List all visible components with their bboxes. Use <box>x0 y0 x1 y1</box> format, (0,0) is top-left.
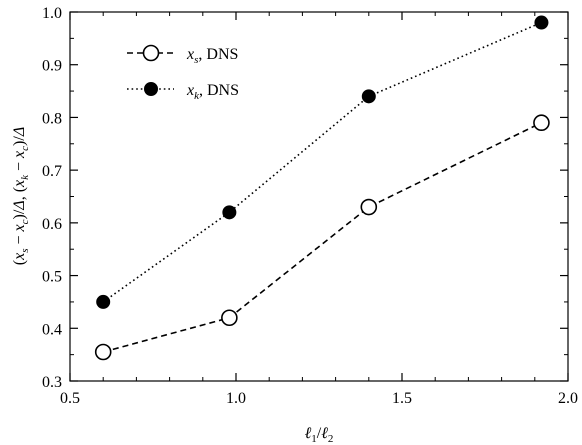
series-line-xk <box>102 21 542 303</box>
data-point-xk <box>534 15 549 30</box>
y-axis-label: (xs − xc)/Δ, (xk − xc)/Δ <box>11 127 31 265</box>
x-axis-label: ℓ1/ℓ2 <box>305 425 334 445</box>
axis-ticks <box>69 11 569 382</box>
y-tick-label: 0.5 <box>42 269 62 286</box>
data-point-xs <box>221 309 238 327</box>
y-tick-label: 0.6 <box>42 216 62 233</box>
x-tick-label: 2.0 <box>558 390 578 407</box>
x-tick-label: 0.5 <box>60 390 80 407</box>
series-layer <box>94 15 550 361</box>
data-point-xk <box>361 89 376 104</box>
legend-entry-xs: xs, DNS <box>127 44 238 66</box>
x-tick-label: 1.0 <box>226 390 246 407</box>
x-tick-label: 1.5 <box>392 390 412 407</box>
legend: xs, DNS xk, DNS <box>127 44 239 102</box>
data-point-xs <box>94 343 112 361</box>
svg-text:ℓ1/ℓ2: ℓ1/ℓ2 <box>305 425 334 445</box>
y-tick-label: 0.3 <box>42 374 62 391</box>
y-tick-label: 0.9 <box>42 58 62 75</box>
y-tick-label: 0.8 <box>42 110 62 127</box>
svg-text:(xs − xc)/Δ, (xk − xc)/Δ: (xs − xc)/Δ, (xk − xc)/Δ <box>11 127 31 265</box>
y-tick-label: 0.7 <box>42 163 62 180</box>
data-point-xs <box>533 114 550 131</box>
data-point-xk <box>96 294 111 309</box>
y-tick-label: 0.4 <box>42 321 62 338</box>
svg-text:xs, DNS: xs, DNS <box>186 46 238 66</box>
plot-frame <box>69 11 569 382</box>
legend-marker-xk <box>144 82 158 96</box>
svg-text:xk, DNS: xk, DNS <box>186 82 239 102</box>
data-point-xk <box>222 205 237 220</box>
data-point-xs <box>360 198 378 216</box>
y-tick-label: 1.0 <box>42 5 62 22</box>
series-line-xs <box>102 121 542 353</box>
legend-entry-xk: xk, DNS <box>127 82 239 102</box>
tick-labels: 0.5 1.0 1.5 2.0 0.3 0.4 0.5 0.6 0.7 0.8 0.9 1.0 <box>42 5 578 407</box>
legend-marker-xs <box>142 44 160 62</box>
